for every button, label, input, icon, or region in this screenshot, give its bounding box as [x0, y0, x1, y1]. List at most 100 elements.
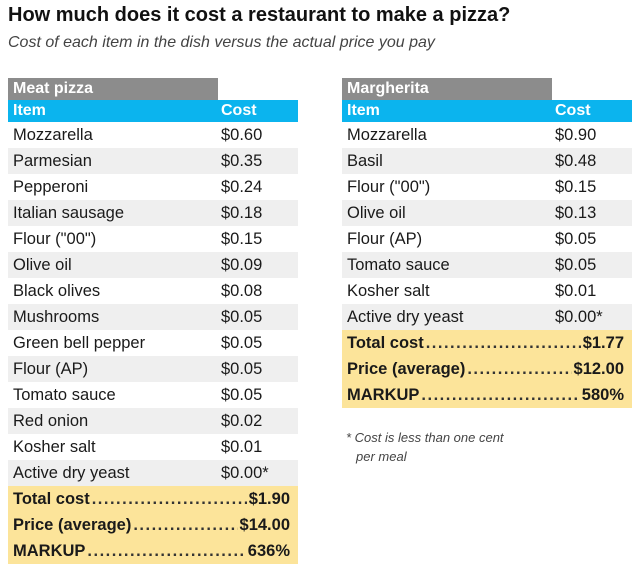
item-name: Mozzarella — [13, 125, 93, 144]
table-row: Mozzarella $0.90 — [342, 122, 632, 148]
total-value: $1.90 — [248, 489, 290, 508]
table-header: Item Cost — [342, 100, 632, 122]
item-name: Olive oil — [13, 255, 72, 274]
table-header: Item Cost — [8, 100, 298, 122]
total-row: MARKUP..................................… — [342, 382, 632, 408]
item-cost: $0.05 — [555, 229, 597, 248]
dot-leader: ........................................… — [421, 385, 580, 404]
item-name: Flour ("00") — [347, 177, 431, 196]
column-header-cost: Cost — [555, 102, 591, 119]
table-row: Kosher salt $0.01 — [8, 434, 298, 460]
table-row: Active dry yeast $0.00* — [8, 460, 298, 486]
item-name: Flour ("00") — [13, 229, 97, 248]
item-cost: $0.01 — [221, 437, 263, 456]
item-cost: $0.15 — [555, 177, 597, 196]
meat-pizza-table: Meat pizza Item Cost Mozzarella $0.60 Parm… — [8, 78, 298, 564]
total-label: Total cost — [347, 333, 424, 352]
item-cost: $0.05 — [221, 385, 263, 404]
item-name: Black olives — [13, 281, 101, 300]
table-row: Flour (AP) $0.05 — [342, 226, 632, 252]
table-row: Flour ("00") $0.15 — [8, 226, 298, 252]
column-header-item: Item — [13, 102, 46, 119]
table-row: Tomato sauce $0.05 — [342, 252, 632, 278]
item-cost: $0.05 — [221, 307, 263, 326]
item-cost: $0.90 — [555, 125, 597, 144]
total-label: Price (average) — [347, 359, 466, 378]
table-row: Parmesian $0.35 — [8, 148, 298, 174]
item-name: Flour (AP) — [347, 229, 423, 248]
item-cost: $0.15 — [221, 229, 263, 248]
totals-section: Total cost..............................… — [8, 486, 298, 564]
item-name: Kosher salt — [347, 281, 430, 300]
table-row: Active dry yeast $0.00* — [342, 304, 632, 330]
item-cost: $0.60 — [221, 125, 263, 144]
item-name: Italian sausage — [13, 203, 124, 222]
dot-leader: ........................................… — [87, 541, 246, 560]
total-value: $1.77 — [582, 333, 624, 352]
margherita-table: Margherita Item Cost Mozzarella $0.90 Basi… — [342, 78, 632, 408]
total-value: 580% — [581, 385, 624, 404]
table-name: Margherita — [342, 78, 552, 100]
item-cost: $0.35 — [221, 151, 263, 170]
table-row: Black olives $0.08 — [8, 278, 298, 304]
footnote-line: * Cost is less than one cent — [346, 430, 504, 445]
item-cost: $0.01 — [555, 281, 597, 300]
item-cost: $0.00* — [221, 463, 269, 482]
total-label: MARKUP — [13, 541, 86, 560]
item-name: Tomato sauce — [347, 255, 450, 274]
table-row: Red onion $0.02 — [8, 408, 298, 434]
page-title: How much does it cost a restaurant to ma… — [8, 4, 511, 26]
item-cost: $0.48 — [555, 151, 597, 170]
table-row: Olive oil $0.09 — [8, 252, 298, 278]
item-name: Pepperoni — [13, 177, 89, 196]
total-value: $14.00 — [239, 515, 290, 534]
item-name: Tomato sauce — [13, 385, 116, 404]
table-row: Green bell pepper $0.05 — [8, 330, 298, 356]
item-cost: $0.24 — [221, 177, 263, 196]
item-cost: $0.08 — [221, 281, 263, 300]
table-row: Pepperoni $0.24 — [8, 174, 298, 200]
table-row: Flour (AP) $0.05 — [8, 356, 298, 382]
item-name: Red onion — [13, 411, 89, 430]
item-name: Flour (AP) — [13, 359, 89, 378]
table-row: Basil $0.48 — [342, 148, 632, 174]
total-value: 636% — [247, 541, 290, 560]
page-subtitle: Cost of each item in the dish versus the… — [8, 34, 435, 51]
table-row: Olive oil $0.13 — [342, 200, 632, 226]
table-row: Kosher salt $0.01 — [342, 278, 632, 304]
dot-leader: ........................................… — [133, 515, 237, 534]
total-label: Total cost — [13, 489, 90, 508]
total-label: MARKUP — [347, 385, 420, 404]
item-name: Basil — [347, 151, 383, 170]
table-row: Tomato sauce $0.05 — [8, 382, 298, 408]
table-body: Mozzarella $0.60 Parmesian $0.35 Pepperoni $0… — [8, 122, 298, 486]
item-cost: $0.05 — [555, 255, 597, 274]
item-cost: $0.13 — [555, 203, 597, 222]
item-cost: $0.05 — [221, 333, 263, 352]
table-row: Flour ("00") $0.15 — [342, 174, 632, 200]
item-name: Active dry yeast — [347, 307, 464, 326]
total-label: Price (average) — [13, 515, 132, 534]
column-header-item: Item — [347, 102, 380, 119]
total-row: Total cost..............................… — [342, 330, 632, 356]
item-name: Mushrooms — [13, 307, 100, 326]
item-name: Active dry yeast — [13, 463, 130, 482]
item-cost: $0.05 — [221, 359, 263, 378]
footnote: * Cost is less than one cent per meal — [346, 428, 546, 466]
item-cost: $0.09 — [221, 255, 263, 274]
item-cost: $0.18 — [221, 203, 263, 222]
item-name: Kosher salt — [13, 437, 96, 456]
item-cost: $0.02 — [221, 411, 263, 430]
total-row: Price (average).........................… — [8, 512, 298, 538]
dot-leader: ........................................… — [91, 489, 247, 508]
total-row: Price (average).........................… — [342, 356, 632, 382]
total-row: MARKUP..................................… — [8, 538, 298, 564]
footnote-line: per meal — [356, 449, 407, 464]
totals-section: Total cost..............................… — [342, 330, 632, 408]
total-row: Total cost..............................… — [8, 486, 298, 512]
table-row: Italian sausage $0.18 — [8, 200, 298, 226]
item-name: Olive oil — [347, 203, 406, 222]
table-name: Meat pizza — [8, 78, 218, 100]
item-name: Parmesian — [13, 151, 92, 170]
table-row: Mozzarella $0.60 — [8, 122, 298, 148]
